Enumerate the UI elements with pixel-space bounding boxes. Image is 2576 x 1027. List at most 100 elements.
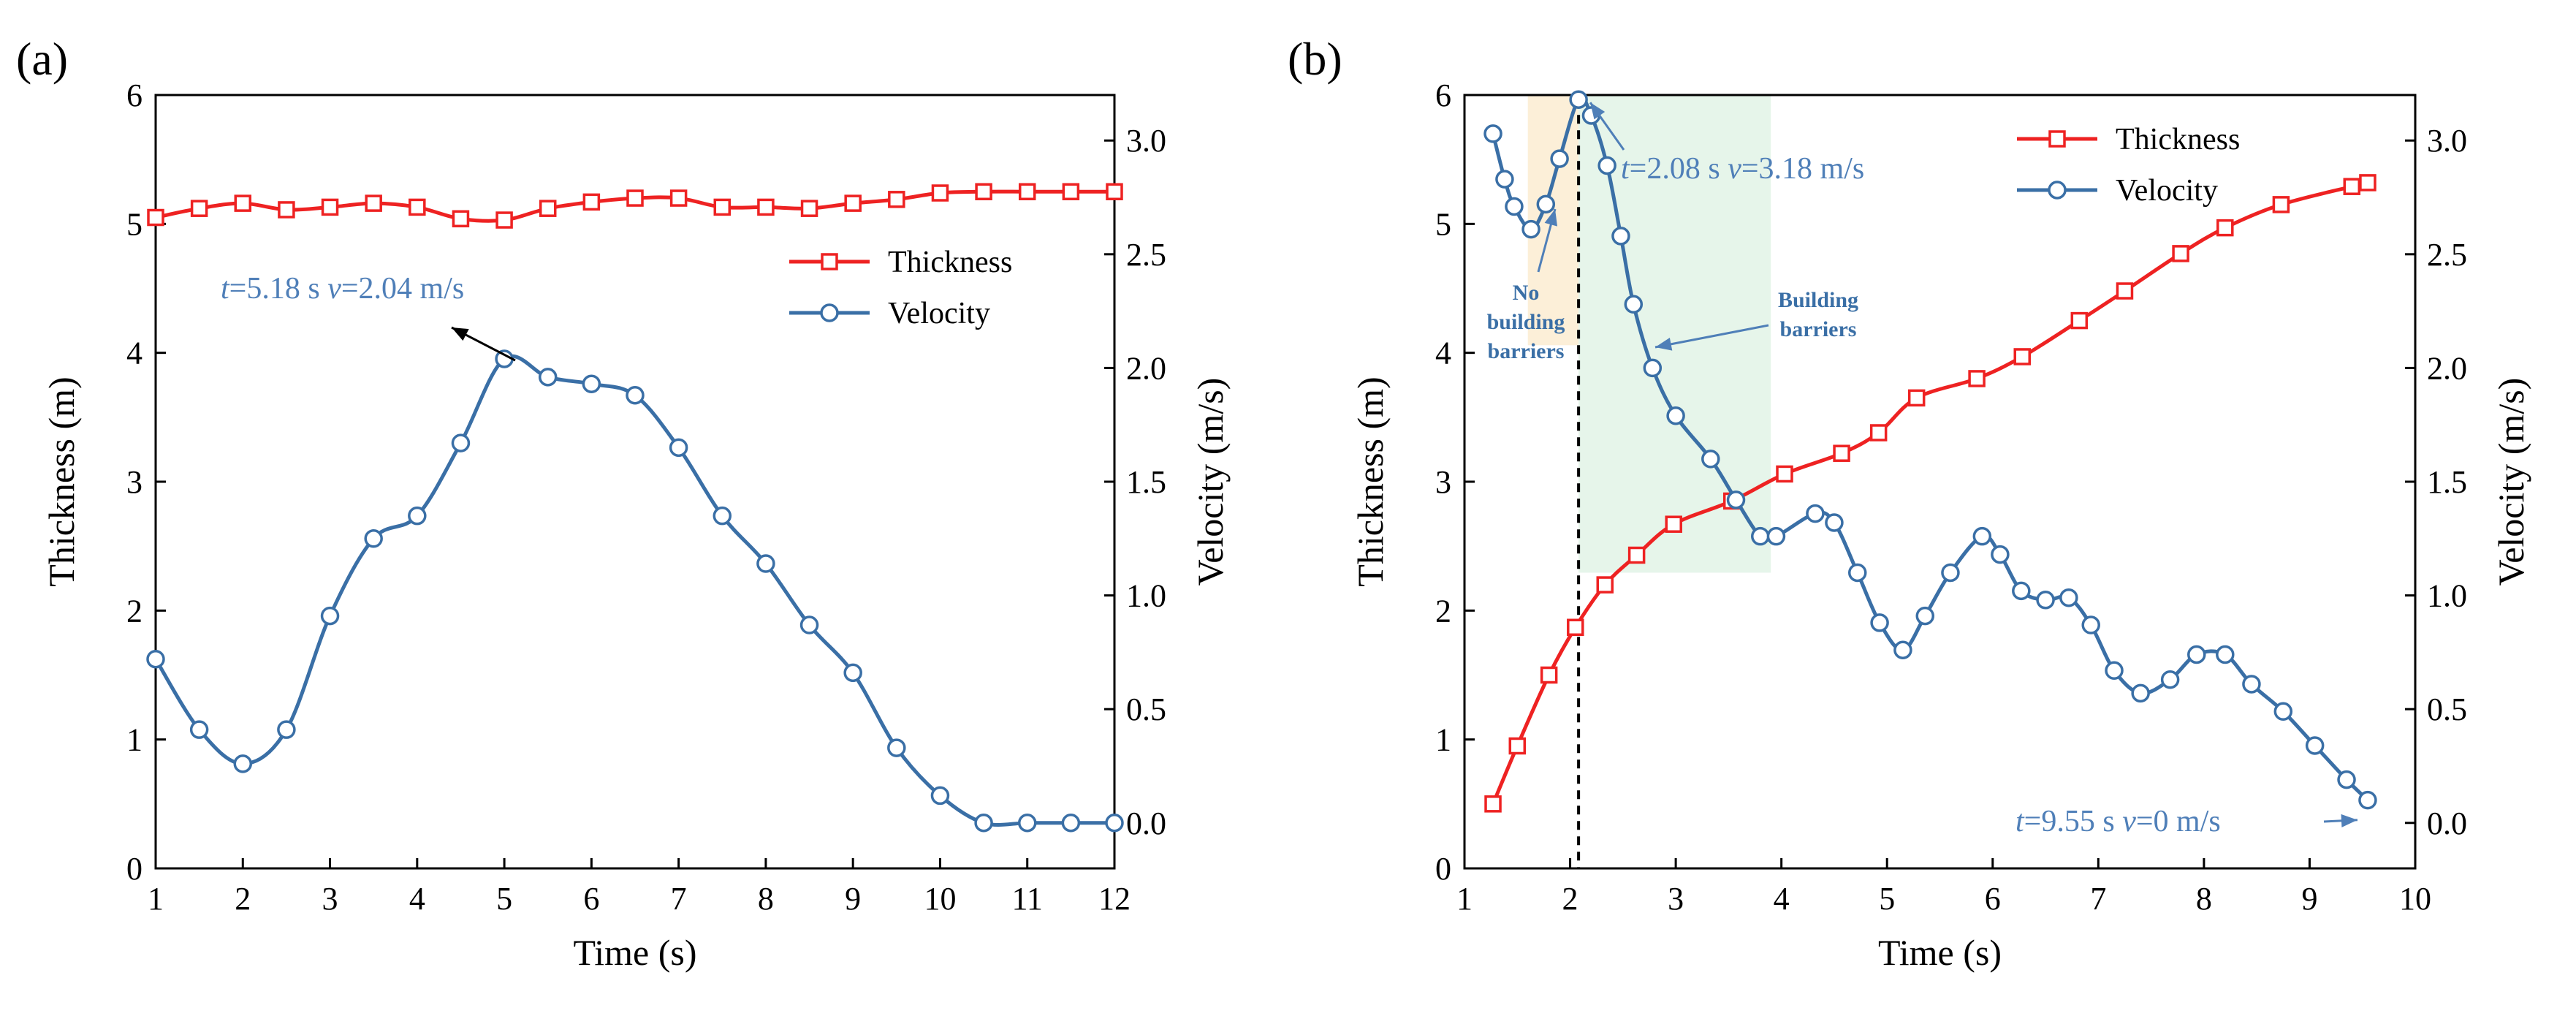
legend-marker-thickness xyxy=(821,253,838,270)
thickness-marker xyxy=(539,200,557,217)
x-tick-label: 11 xyxy=(1012,881,1043,917)
annotation-arrow-head xyxy=(452,327,469,341)
y-right-axis-title: Velocity (m/s) xyxy=(2490,378,2531,586)
x-tick-label: 2 xyxy=(235,881,251,917)
velocity-marker xyxy=(1569,90,1588,109)
y-right-tick-label: 1.0 xyxy=(1126,578,1166,614)
velocity-marker xyxy=(756,554,775,573)
x-tick-label: 10 xyxy=(924,881,956,917)
y-left-tick-label: 0 xyxy=(1435,851,1451,887)
y-left-tick-label: 3 xyxy=(1435,464,1451,500)
velocity-marker xyxy=(1825,513,1844,532)
thickness-marker xyxy=(278,201,295,219)
x-tick-label: 5 xyxy=(1879,881,1895,917)
velocity-marker xyxy=(1766,526,1786,546)
velocity-marker xyxy=(1611,227,1630,246)
y-right-tick-label: 2.5 xyxy=(2427,237,2467,273)
legend-marker-velocity xyxy=(820,303,839,322)
thickness-marker xyxy=(1567,618,1584,637)
velocity-marker xyxy=(146,649,165,669)
velocity-marker xyxy=(277,720,296,739)
velocity-marker xyxy=(1624,295,1644,314)
x-tick-label: 3 xyxy=(1668,881,1684,917)
velocity-marker xyxy=(843,663,862,683)
thickness-marker xyxy=(147,208,164,227)
thickness-marker xyxy=(321,198,339,216)
legend-label-thickness: Thickness xyxy=(888,246,1012,279)
panel-label: (b) xyxy=(1288,33,1342,85)
x-axis-title: Time (s) xyxy=(573,932,696,973)
y-left-tick-label: 6 xyxy=(1435,77,1451,113)
x-tick-label: 1 xyxy=(148,881,164,917)
y-left-tick-label: 6 xyxy=(126,77,143,113)
velocity-marker xyxy=(1751,526,1770,546)
thickness-marker xyxy=(234,194,252,212)
x-tick-label: 7 xyxy=(2090,881,2106,917)
velocity-marker xyxy=(582,374,601,393)
x-tick-label: 9 xyxy=(845,881,861,917)
velocity-marker xyxy=(713,506,732,526)
thickness-marker xyxy=(975,183,992,200)
x-tick-label: 4 xyxy=(409,881,425,917)
y-right-tick-label: 0.5 xyxy=(2427,691,2467,727)
thickness-marker xyxy=(2272,196,2290,213)
velocity-marker xyxy=(320,606,340,626)
thickness-marker xyxy=(931,184,949,202)
y-left-tick-label: 1 xyxy=(1435,722,1451,758)
velocity-marker xyxy=(887,738,906,757)
velocity-marker xyxy=(2105,661,2124,681)
thickness-marker xyxy=(1540,666,1558,684)
velocity-marker xyxy=(408,506,427,526)
velocity-marker xyxy=(799,615,819,634)
velocity-marker xyxy=(451,433,471,452)
velocity-marker xyxy=(1505,197,1524,216)
x-axis-title: Time (s) xyxy=(1878,932,2002,973)
thickness-marker xyxy=(2172,245,2189,262)
velocity-marker xyxy=(2160,670,2180,689)
y-right-tick-label: 2.5 xyxy=(1126,237,1166,273)
thickness-marker xyxy=(582,193,601,211)
thickness-marker xyxy=(2359,174,2376,192)
thickness-marker xyxy=(713,198,732,216)
velocity-marker xyxy=(930,786,950,806)
thickness-marker xyxy=(800,200,818,217)
panel-label: (a) xyxy=(16,33,68,85)
annotation-label: t=5.18 s v=2.04 m/s xyxy=(221,272,464,306)
legend-label-velocity: Velocity xyxy=(888,297,990,330)
region-arrow-head xyxy=(1544,209,1558,227)
thickness-marker xyxy=(1596,576,1614,594)
velocity-marker xyxy=(538,368,558,387)
velocity-marker xyxy=(189,720,209,739)
x-tick-label: 9 xyxy=(2301,881,2317,917)
annotation-arrow-head xyxy=(2341,814,2357,827)
series-line-velocity xyxy=(153,354,1117,827)
thickness-marker xyxy=(1106,183,1123,200)
y-left-axis-title: Thickness (m) xyxy=(1350,376,1391,586)
region-label: building xyxy=(1487,310,1565,334)
thickness-marker xyxy=(2070,311,2089,330)
velocity-marker xyxy=(2036,591,2055,610)
y-right-tick-label: 1.5 xyxy=(2427,464,2467,500)
velocity-marker xyxy=(1893,640,1912,660)
thickness-marker xyxy=(844,194,862,212)
thickness-marker xyxy=(1833,444,1850,462)
thickness-marker xyxy=(1062,183,1080,200)
region-arrow xyxy=(1654,324,1769,349)
y-left-axis-title: Thickness (m) xyxy=(41,376,82,586)
y-right-tick-label: 3.0 xyxy=(1126,123,1166,159)
velocity-marker xyxy=(495,349,514,368)
annotation-arrow-head xyxy=(1590,102,1606,120)
velocity-marker xyxy=(2081,615,2100,634)
velocity-marker xyxy=(626,386,645,405)
velocity-marker xyxy=(1550,149,1569,168)
thickness-marker xyxy=(1776,465,1793,483)
velocity-marker xyxy=(1495,170,1514,189)
y-left-tick-label: 2 xyxy=(1435,593,1451,629)
velocity-marker xyxy=(1105,814,1124,833)
x-tick-label: 8 xyxy=(758,881,774,917)
velocity-marker xyxy=(2337,770,2356,789)
x-tick-label: 3 xyxy=(322,881,338,917)
velocity-marker xyxy=(1847,563,1867,583)
y-left-tick-label: 0 xyxy=(126,851,143,887)
thickness-marker xyxy=(190,200,208,217)
